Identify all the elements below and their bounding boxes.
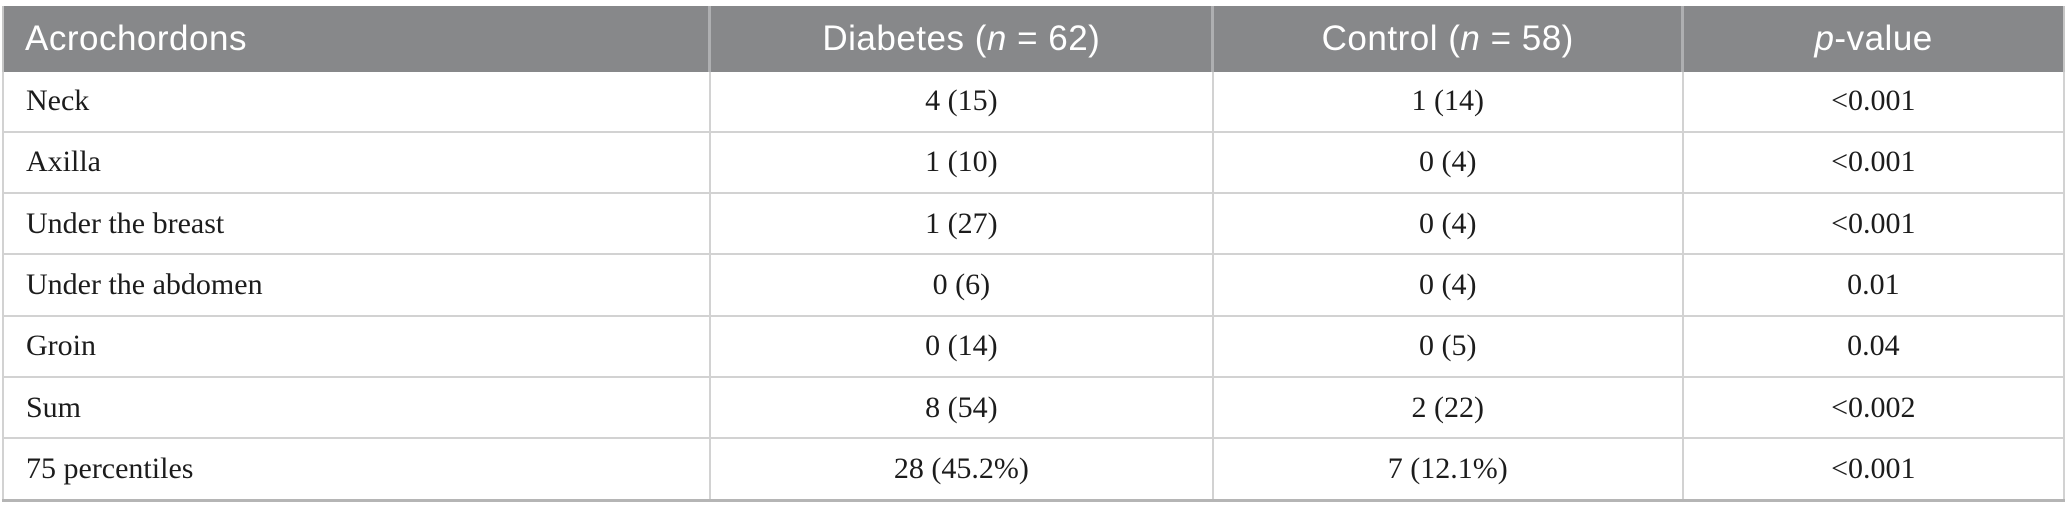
table-row-sum: Sum 8 (54) 2 (22) <0.002 <box>2 376 2066 440</box>
diabetes-value: 28 (45.2%) <box>708 437 1214 502</box>
header-diabetes-n-symbol: n <box>986 19 1007 58</box>
header-control-n-symbol: n <box>1460 19 1481 58</box>
diabetes-value: 1 (27) <box>708 192 1214 256</box>
table-row-groin: Groin 0 (14) 0 (5) 0.04 <box>2 314 2066 379</box>
row-label: Sum <box>2 376 711 440</box>
header-p-value: p-value <box>1681 6 2064 72</box>
row-label: Under the abdomen <box>2 253 711 317</box>
row-label: Neck <box>2 72 711 133</box>
header-control: Control (n = 58) <box>1211 6 1683 72</box>
header-control-count: = 58) <box>1480 19 1574 58</box>
table-row-under-the-abdomen: Under the abdomen 0 (6) 0 (4) 0.01 <box>2 253 2066 317</box>
p-value: <0.001 <box>1681 437 2066 502</box>
header-p-value-label: -value <box>1834 19 1933 58</box>
control-value: 2 (22) <box>1211 376 1684 440</box>
table-row-under-the-breast: Under the breast 1 (27) 0 (4) <0.001 <box>2 192 2066 256</box>
row-label: Axilla <box>2 130 711 195</box>
p-value: 0.04 <box>1681 314 2066 379</box>
header-p-symbol: p <box>1814 19 1835 58</box>
header-control-label: Control ( <box>1321 19 1461 58</box>
header-acrochordons: Acrochordons <box>3 6 710 72</box>
header-diabetes-label: Diabetes ( <box>822 19 987 58</box>
p-value: 0.01 <box>1681 253 2066 317</box>
table-row-neck: Neck 4 (15) 1 (14) <0.001 <box>2 72 2066 133</box>
header-diabetes-count: = 62) <box>1006 19 1101 58</box>
control-value: 0 (5) <box>1211 314 1684 379</box>
control-value: 7 (12.1%) <box>1211 437 1684 502</box>
table-row-75-percentiles: 75 percentiles 28 (45.2%) 7 (12.1%) <0.0… <box>2 437 2066 502</box>
p-value: <0.001 <box>1681 130 2066 195</box>
control-value: 1 (14) <box>1211 72 1684 133</box>
diabetes-value: 4 (15) <box>708 72 1214 133</box>
table-row-axilla: Axilla 1 (10) 0 (4) <0.001 <box>2 130 2066 195</box>
control-value: 0 (4) <box>1211 253 1684 317</box>
row-label: Groin <box>2 314 711 379</box>
diabetes-value: 0 (6) <box>708 253 1214 317</box>
p-value: <0.002 <box>1681 376 2066 440</box>
p-value: <0.001 <box>1681 192 2066 256</box>
control-value: 0 (4) <box>1211 130 1684 195</box>
diabetes-value: 1 (10) <box>708 130 1214 195</box>
diabetes-value: 0 (14) <box>708 314 1214 379</box>
diabetes-value: 8 (54) <box>708 376 1214 440</box>
acrochordons-comparison-table: Acrochordons Diabetes (n = 62) Control (… <box>2 6 2066 502</box>
control-value: 0 (4) <box>1211 192 1684 256</box>
row-label: 75 percentiles <box>2 437 711 502</box>
row-label: Under the breast <box>2 192 711 256</box>
p-value: <0.001 <box>1681 72 2066 133</box>
header-diabetes: Diabetes (n = 62) <box>708 6 1213 72</box>
table-header-row: Acrochordons Diabetes (n = 62) Control (… <box>3 6 2064 72</box>
